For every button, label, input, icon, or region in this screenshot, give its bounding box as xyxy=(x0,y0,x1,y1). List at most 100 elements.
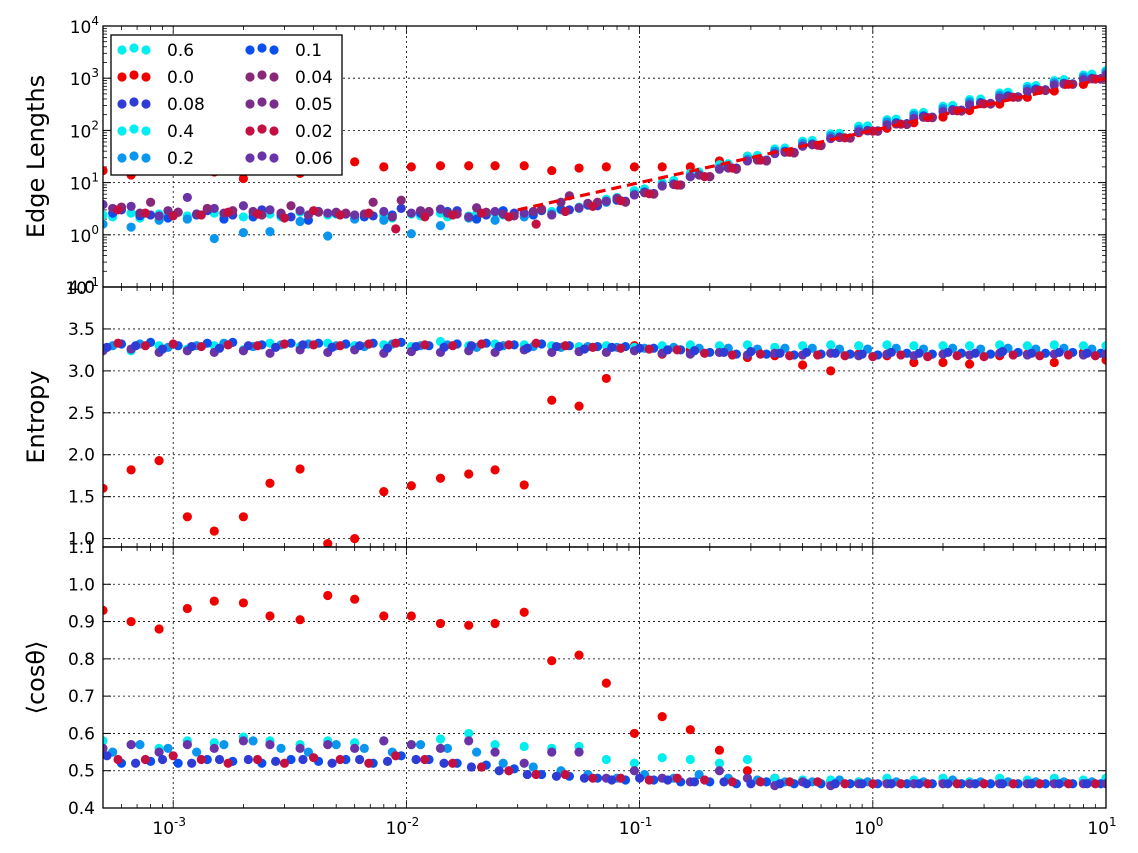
data-point xyxy=(742,766,753,776)
data-point xyxy=(519,607,529,617)
data-point xyxy=(657,162,667,172)
data-point xyxy=(298,340,308,350)
y-tick-label: 0.4 xyxy=(68,799,95,819)
data-point xyxy=(657,181,667,191)
legend-marker xyxy=(141,99,151,109)
data-point xyxy=(140,341,151,351)
legend-entry: 0.02 xyxy=(245,122,333,142)
data-point xyxy=(154,456,164,466)
legend-entry: 0.04 xyxy=(245,68,333,88)
data-point xyxy=(323,231,333,241)
y-tick-label: 0.9 xyxy=(68,613,95,633)
data-point xyxy=(173,758,183,768)
data-point xyxy=(964,341,975,351)
data-point xyxy=(644,775,654,785)
data-point xyxy=(182,192,192,203)
data-point xyxy=(854,127,864,137)
y-tick-label: 0.5 xyxy=(68,762,95,782)
data-point xyxy=(494,766,504,776)
data-point xyxy=(103,210,108,220)
data-point xyxy=(1022,341,1032,351)
y-tick-label: 104 xyxy=(70,14,99,38)
data-point xyxy=(663,345,673,355)
data-point xyxy=(616,196,626,206)
data-point xyxy=(997,346,1008,357)
y-axis-label: Edge Lengths xyxy=(22,75,50,238)
legend-label: 0.0 xyxy=(167,68,194,88)
data-point xyxy=(406,740,416,750)
data-point xyxy=(1082,348,1092,358)
data-point xyxy=(854,341,864,351)
data-point xyxy=(490,161,500,171)
data-point xyxy=(830,779,840,789)
data-point xyxy=(126,208,136,218)
data-point xyxy=(435,221,446,231)
legend-label: 0.06 xyxy=(295,149,333,169)
data-point xyxy=(163,743,173,753)
data-point xyxy=(335,341,345,351)
data-point xyxy=(755,349,766,359)
y-tick-label: 103 xyxy=(70,66,99,90)
data-point xyxy=(323,740,333,750)
legend-label: 0.4 xyxy=(167,122,194,142)
data-point xyxy=(1078,341,1089,351)
data-point xyxy=(574,401,584,411)
panel-3: 0.4 0.5 0.6 0.7 0.8 0.9 1.0 1.1 ⟨cosθ⟩ xyxy=(22,538,1107,819)
data-point xyxy=(700,172,710,182)
data-point xyxy=(238,201,249,211)
y-tick-label: 1.5 xyxy=(68,488,95,508)
data-point xyxy=(379,206,389,217)
data-point xyxy=(519,480,529,490)
data-point xyxy=(396,203,406,214)
legend-marker xyxy=(257,43,267,53)
data-point xyxy=(182,512,192,522)
y-axis-label: ⟨cosθ⟩ xyxy=(22,641,50,715)
data-point xyxy=(1008,350,1018,360)
data-point xyxy=(309,340,319,350)
data-point xyxy=(126,616,136,627)
data-point xyxy=(420,754,430,765)
legend-label: 0.2 xyxy=(167,149,194,169)
data-point xyxy=(406,208,416,218)
data-point xyxy=(685,172,695,182)
data-point xyxy=(616,343,626,353)
y-tick-label: 1.0 xyxy=(68,530,95,550)
legend-marker xyxy=(129,43,139,53)
data-point xyxy=(547,210,557,220)
data-point xyxy=(103,199,108,210)
data-point xyxy=(1035,779,1045,789)
data-point xyxy=(714,341,725,351)
data-point xyxy=(391,751,401,761)
data-point xyxy=(560,769,570,780)
data-point xyxy=(157,754,168,765)
data-point xyxy=(279,213,290,223)
data-point xyxy=(323,208,333,218)
series-0.08 xyxy=(103,340,1092,359)
data-point xyxy=(214,754,225,765)
data-point xyxy=(271,342,281,352)
data-point xyxy=(331,740,341,750)
data-points xyxy=(103,336,1106,547)
y-tick-label: 2.0 xyxy=(68,446,95,466)
data-point xyxy=(466,762,477,772)
data-points xyxy=(103,590,1106,791)
data-point xyxy=(775,779,785,789)
y-tick-label: 10-1 xyxy=(65,275,99,299)
legend-entry: 0.1 xyxy=(245,41,322,61)
data-point xyxy=(685,754,695,765)
data-point xyxy=(1101,349,1106,359)
data-point xyxy=(964,359,975,369)
data-point xyxy=(970,348,980,358)
data-point xyxy=(742,754,753,765)
data-point xyxy=(896,779,906,789)
data-point xyxy=(785,351,795,361)
data-point xyxy=(379,162,389,172)
data-point xyxy=(131,758,141,768)
data-point xyxy=(1027,779,1037,789)
data-point xyxy=(168,211,178,221)
data-point xyxy=(411,341,421,352)
data-point xyxy=(379,736,389,746)
data-point xyxy=(574,650,584,660)
data-point xyxy=(355,754,365,765)
data-point xyxy=(415,740,426,750)
